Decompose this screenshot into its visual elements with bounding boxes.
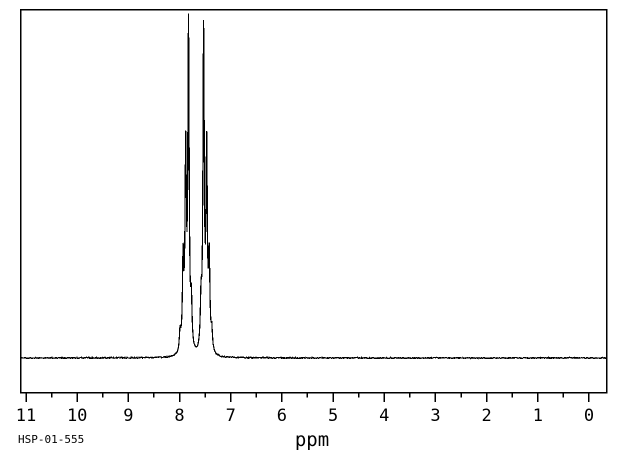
x-tick-label: 5 — [328, 406, 338, 426]
x-tick-label: 7 — [226, 406, 236, 426]
x-tick-label: 9 — [123, 406, 133, 426]
x-axis-ticks — [25, 392, 590, 402]
plot-border — [19, 8, 608, 394]
x-tick-label: 3 — [430, 406, 440, 426]
x-tick-label: 0 — [584, 406, 594, 426]
x-tick-label: 4 — [379, 406, 389, 426]
x-tick-label: 1 — [533, 406, 543, 426]
spectrum-trace — [20, 13, 607, 360]
x-tick-label: 8 — [174, 406, 184, 426]
spectrum-id-label: HSP-01-555 — [18, 433, 85, 446]
x-tick-label: 11 — [16, 406, 36, 426]
x-axis-title: ppm — [294, 429, 330, 451]
x-axis-tick-labels: 11 10 9 8 7 6 5 4 3 2 1 0 — [16, 406, 594, 426]
x-tick-label: 6 — [277, 406, 287, 426]
x-tick-label: 10 — [67, 406, 87, 426]
x-tick-label: 2 — [482, 406, 492, 426]
